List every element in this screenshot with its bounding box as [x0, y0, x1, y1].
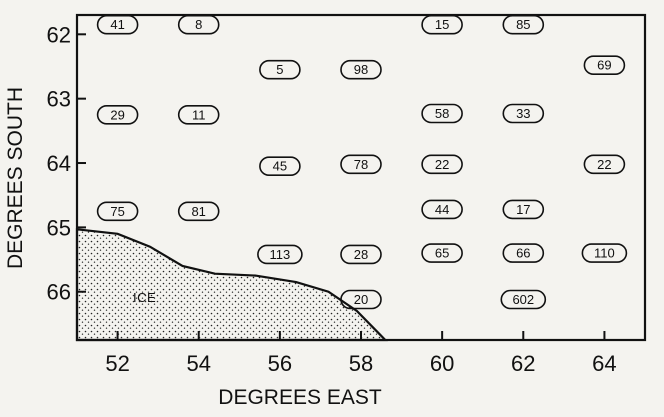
- station-marker: 28: [340, 244, 382, 265]
- station-outline: [96, 105, 139, 125]
- station-marker: 41: [96, 14, 139, 35]
- y-tick-label: 66: [47, 280, 71, 305]
- station-value: 58: [435, 106, 449, 121]
- station-marker: 20: [340, 289, 382, 310]
- x-tick-label: 52: [105, 351, 129, 376]
- station-marker: 66: [502, 243, 545, 263]
- station-value: 41: [110, 17, 124, 32]
- station-marker: 98: [340, 59, 382, 80]
- station-outline: [502, 103, 545, 124]
- station-outline: [581, 243, 628, 263]
- station-value: 33: [516, 106, 530, 121]
- station-marker: 44: [421, 199, 463, 220]
- station-outline: [500, 289, 547, 310]
- station-marker: 65: [421, 243, 463, 263]
- station-outline: [257, 244, 303, 265]
- station-value: 29: [110, 107, 124, 122]
- station-marker: 15: [421, 14, 463, 35]
- station-marker: 17: [502, 199, 545, 220]
- station-marker: 69: [583, 55, 626, 76]
- station-outline: [177, 201, 220, 222]
- station-marker: 110: [581, 243, 628, 263]
- station-outline: [96, 201, 139, 222]
- x-tick-label: 56: [268, 351, 292, 376]
- station-value: 22: [435, 157, 449, 172]
- station-value: 602: [512, 292, 534, 307]
- x-axis-title: DEGREES EAST: [218, 386, 382, 409]
- station-value: 113: [270, 247, 291, 262]
- station-marker: 45: [259, 156, 301, 176]
- x-tick-label: 54: [186, 351, 210, 376]
- ice-label: ICE: [133, 290, 156, 305]
- station-marker: 33: [502, 103, 545, 124]
- x-axis-ticks: 52 54 56 58 60 62 64: [105, 331, 617, 376]
- station-marker: 81: [177, 201, 220, 222]
- station-value: 81: [191, 204, 205, 219]
- station-outline: [340, 244, 382, 265]
- ice-region: [75, 228, 388, 342]
- station-outline: [421, 199, 463, 220]
- station-marker: 22: [421, 154, 463, 175]
- station-marker: 602: [500, 289, 547, 310]
- station-marker: 75: [96, 201, 139, 222]
- station-outline: [583, 55, 626, 76]
- station-value: 17: [516, 202, 530, 217]
- station-outline: [259, 156, 301, 176]
- station-outline: [340, 289, 382, 310]
- station-value: 69: [597, 58, 611, 73]
- station-outline: [259, 59, 301, 80]
- station-value: 75: [110, 204, 124, 219]
- station-value: 8: [195, 17, 202, 32]
- station-outline: [421, 103, 463, 124]
- station-markers: 41 8 15 85 5 98 69 29 11 58 33 45 78 22 22 75 81 44 17 113 2…: [96, 14, 628, 310]
- station-outline: [502, 243, 545, 263]
- y-tick-label: 65: [47, 215, 71, 240]
- x-tick-label: 64: [592, 351, 616, 376]
- station-marker: 11: [177, 105, 220, 125]
- station-marker: 58: [421, 103, 463, 124]
- station-marker: 78: [340, 154, 382, 175]
- x-tick-label: 58: [349, 351, 373, 376]
- station-outline: [583, 154, 626, 175]
- station-value: 65: [435, 246, 449, 261]
- x-tick-label: 60: [430, 351, 454, 376]
- y-tick-label: 63: [47, 87, 71, 112]
- station-value: 66: [516, 246, 530, 261]
- station-value: 22: [597, 157, 611, 172]
- station-outline: [340, 59, 382, 80]
- station-value: 28: [354, 247, 368, 262]
- station-marker: 85: [502, 14, 545, 35]
- station-value: 78: [354, 157, 368, 172]
- station-value: 44: [435, 202, 449, 217]
- y-tick-label: 62: [47, 22, 71, 47]
- x-tick-label: 62: [511, 351, 535, 376]
- station-outline: [177, 105, 220, 125]
- station-value: 98: [354, 62, 368, 77]
- y-axis-title: DEGREES SOUTH: [4, 87, 27, 269]
- station-value: 5: [276, 62, 283, 77]
- station-value: 15: [435, 17, 449, 32]
- y-axis-ticks: 62 63 64 65 66: [47, 22, 86, 305]
- station-value: 85: [516, 17, 530, 32]
- station-value: 110: [594, 246, 615, 261]
- station-marker: 29: [96, 105, 139, 125]
- y-tick-label: 64: [47, 151, 71, 176]
- station-marker: 5: [259, 59, 301, 80]
- station-marker: 22: [583, 154, 626, 175]
- station-outline: [421, 154, 463, 175]
- station-outline: [340, 154, 382, 175]
- station-value: 45: [273, 159, 287, 174]
- station-marker: 113: [257, 244, 303, 265]
- station-value: 20: [354, 292, 368, 307]
- station-outline: [502, 199, 545, 220]
- station-value: 11: [192, 107, 206, 122]
- station-marker: 8: [177, 14, 220, 35]
- station-outline: [421, 243, 463, 263]
